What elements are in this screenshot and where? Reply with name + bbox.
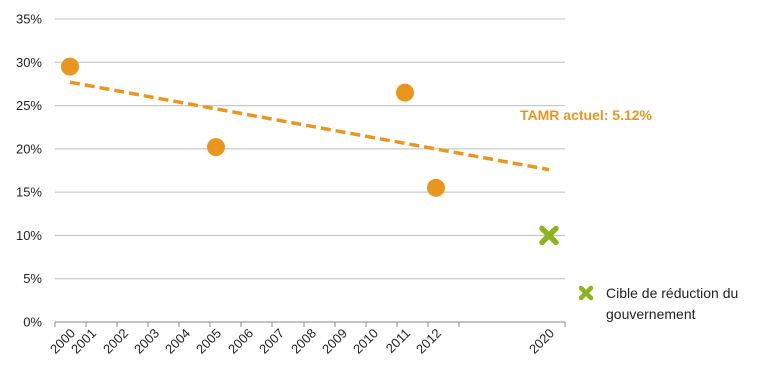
x-tick-label: 2009 <box>319 326 350 357</box>
trendline <box>69 80 550 172</box>
data-point <box>61 57 79 76</box>
legend-label: gouvernement <box>606 306 696 322</box>
y-tick-label: 35% <box>16 12 42 27</box>
y-tick-label: 25% <box>16 98 42 113</box>
y-tick-label: 15% <box>16 185 42 200</box>
y-tick-label: 20% <box>16 141 42 156</box>
x-tick-label: 2005 <box>193 326 224 357</box>
trendline-group <box>69 80 550 172</box>
target-marker <box>539 225 559 246</box>
legend-marker <box>578 285 594 301</box>
x-tick-label: 2011 <box>383 326 413 356</box>
legend-label: Cible de réduction du <box>606 285 738 301</box>
legend: Cible de réduction du gouvernement <box>578 285 738 322</box>
x-tick-label: 2007 <box>256 326 287 357</box>
data-point <box>207 138 225 157</box>
x-tick-label: 2020 <box>526 326 557 357</box>
data-point <box>396 83 414 102</box>
x-tick-label: 2002 <box>100 326 131 357</box>
gridlines <box>54 18 566 327</box>
x-tick-label: 2012 <box>413 326 444 357</box>
y-tick-label: 10% <box>16 228 42 243</box>
y-tick-label: 30% <box>16 55 42 70</box>
x-tick-label: 2008 <box>288 326 319 357</box>
x-tick-label: 2004 <box>162 326 193 357</box>
trend-annotation: TAMR actuel: 5.12% <box>520 107 653 123</box>
x-tick-label: 2006 <box>225 326 256 357</box>
x-tick-label: 2001 <box>68 326 99 357</box>
x-tick-label: 2003 <box>131 326 162 357</box>
y-tick-label: 0% <box>23 315 42 330</box>
data-points <box>61 57 559 246</box>
data-point <box>427 178 445 197</box>
y-axis-tick-labels: 0% 5% 10% 15% 20% 25% 30% 35% <box>16 12 42 330</box>
y-tick-label: 5% <box>23 271 42 286</box>
x-tick-label: 2010 <box>350 326 381 357</box>
